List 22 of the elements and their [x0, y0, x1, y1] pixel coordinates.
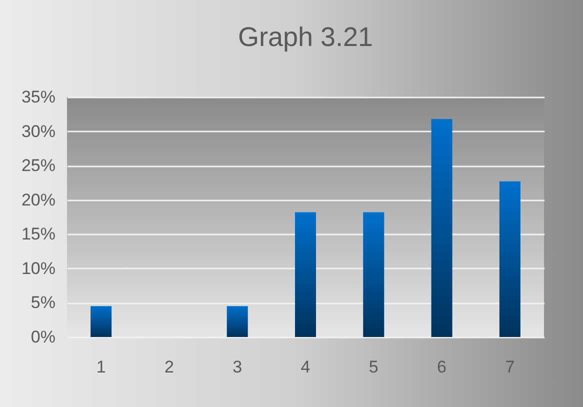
x-tick-label: 2	[164, 358, 174, 376]
bar	[90, 306, 112, 337]
y-tick-label: 5%	[30, 293, 56, 312]
y-tick-label: 0%	[30, 328, 56, 346]
x-tick-label: 5	[368, 358, 378, 376]
x-tick-label: 7	[505, 358, 515, 376]
x-tick-label: 6	[437, 358, 447, 376]
y-tick-label: 20%	[21, 190, 56, 210]
bar	[499, 181, 520, 337]
chart-title: Graph 3.21	[238, 22, 374, 52]
x-tick-label: 3	[232, 358, 242, 376]
y-tick-label: 30%	[21, 122, 56, 141]
bar	[431, 118, 452, 337]
bar	[295, 212, 316, 337]
y-tick-label: 25%	[21, 156, 56, 176]
bar	[363, 212, 384, 337]
y-tick-label: 10%	[21, 258, 56, 278]
y-tick-label: 35%	[21, 88, 56, 106]
y-tick-label: 15%	[21, 224, 56, 244]
bar	[226, 306, 248, 337]
x-tick-label: 1	[96, 358, 106, 376]
x-tick-label: 4	[300, 358, 310, 376]
